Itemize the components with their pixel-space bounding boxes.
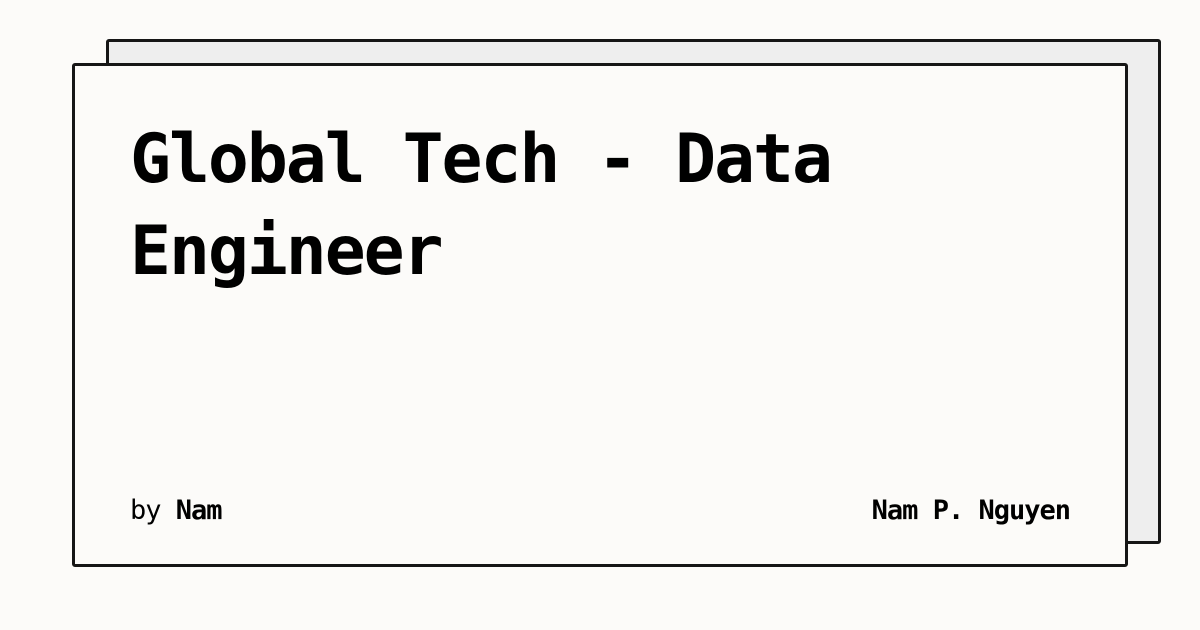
page-title: Global Tech - Data Engineer <box>130 120 833 291</box>
byline: by Nam <box>130 495 223 527</box>
by-label: by <box>130 495 162 526</box>
title-card: Global Tech - Data Engineer by Nam Nam P… <box>72 63 1128 567</box>
site-name: Nam P. Nguyen <box>871 495 1071 526</box>
author-name: Nam <box>175 495 223 526</box>
